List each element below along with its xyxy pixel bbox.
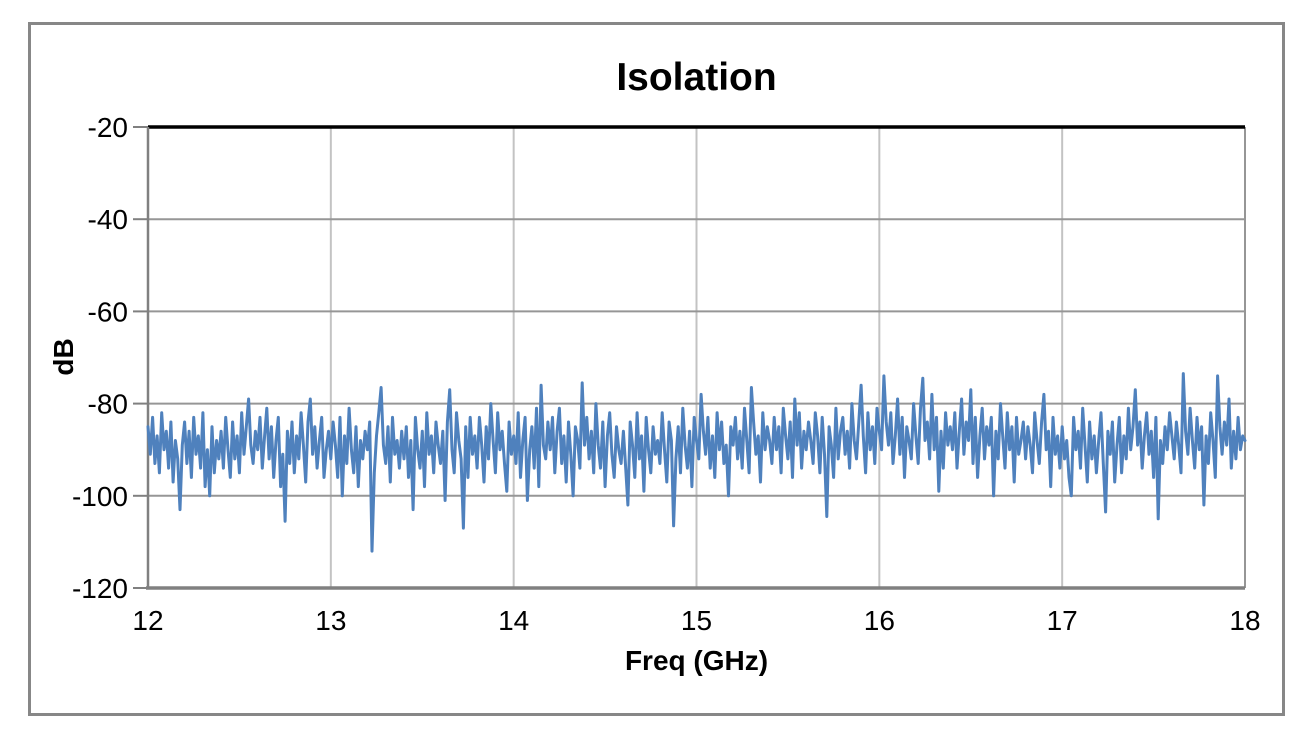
x-tick-label: 14 bbox=[498, 605, 529, 636]
x-axis-title: Freq (GHz) bbox=[624, 645, 769, 676]
x-tick-label: 15 bbox=[681, 605, 712, 636]
chart-outer-frame bbox=[28, 22, 1285, 716]
chart-title: Isolation bbox=[616, 56, 777, 99]
y-tick-label: -20 bbox=[88, 112, 128, 143]
y-tick-label: -120 bbox=[72, 573, 128, 604]
y-tick-label: -80 bbox=[88, 389, 128, 420]
x-tick-label: 13 bbox=[315, 605, 346, 636]
y-tick-label: -60 bbox=[88, 296, 128, 327]
x-tick-label: 16 bbox=[864, 605, 895, 636]
x-tick-label: 18 bbox=[1229, 605, 1260, 636]
x-tick-label: 17 bbox=[1047, 605, 1078, 636]
x-tick-label: 12 bbox=[132, 605, 163, 636]
y-tick-label: -40 bbox=[88, 204, 128, 235]
isolation-trace bbox=[146, 372, 1247, 553]
y-tick-label: -100 bbox=[72, 481, 128, 512]
